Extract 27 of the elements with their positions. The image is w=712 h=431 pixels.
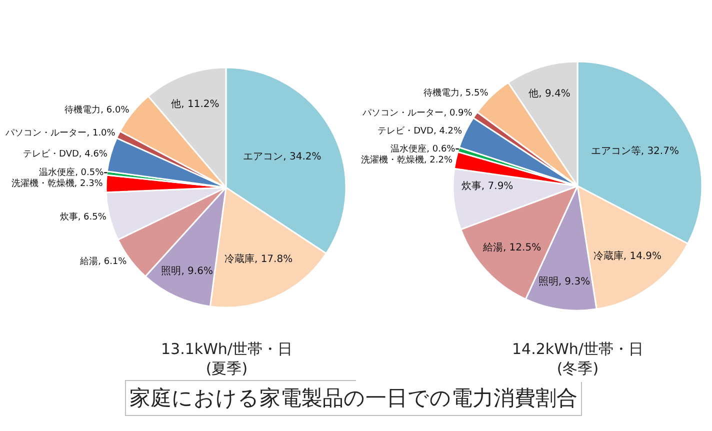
text: (冬季) [556, 360, 599, 378]
slice-label: テレビ・DVD, 4.6% [23, 148, 108, 160]
slice-label: 待機電力, 5.5% [424, 88, 489, 99]
slice-label: パソコン・ルーター, 1.0% [4, 128, 116, 139]
slice-label: テレビ・DVD, 4.2% [378, 126, 462, 137]
slice-label: 洗濯機・乾燥機, 2.3% [11, 178, 104, 190]
slice-label: 温水便座, 0.6% [390, 143, 456, 154]
slice-label: 冷蔵庫, 17.8% [224, 252, 293, 265]
slice-label: 温水便座, 0.5% [39, 167, 104, 178]
text: 14.2kWh/世帯・日 [512, 340, 644, 358]
slice-label: エアコン, 34.2% [243, 152, 322, 163]
slice-label: 照明, 9.6% [161, 266, 213, 277]
slice-label: エアコン等, 32.7% [590, 145, 679, 158]
slice-label: 照明, 9.3% [538, 276, 590, 288]
slice-label: 炊事, 6.5% [60, 211, 107, 222]
slice-label: パソコン・ルーター, 0.9% [362, 108, 473, 118]
text: (夏季) [206, 360, 248, 378]
text: 13.1kWh/世帯・日 [161, 340, 292, 358]
slice-label: 他, 9.4% [528, 88, 570, 100]
slice-label: 洗濯機・乾燥機, 2.2% [360, 154, 453, 166]
text: 家庭における家電製品の一日での電力消費割合 [125, 380, 582, 416]
slice-label: 給湯, 6.1% [79, 256, 128, 267]
slice-label: 待機電力, 6.0% [64, 104, 130, 116]
slice-label: 冷蔵庫, 14.9% [593, 250, 662, 262]
slice-label: 他, 11.2% [171, 98, 220, 110]
slice-label: 炊事, 7.9% [461, 180, 514, 192]
slice-label: 給湯, 12.5% [482, 241, 542, 254]
